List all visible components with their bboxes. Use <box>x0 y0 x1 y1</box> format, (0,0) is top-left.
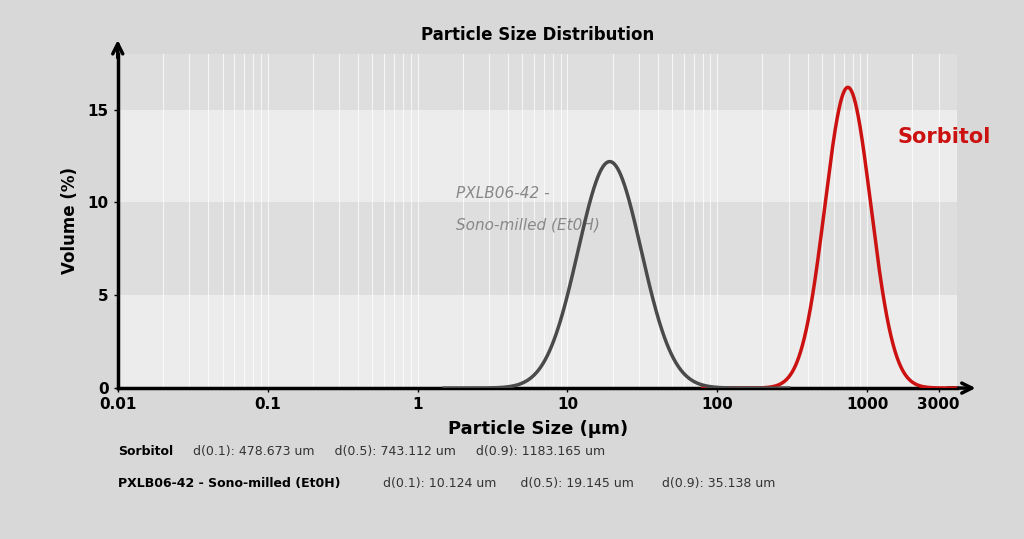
Text: d(0.1): 10.124 um      d(0.5): 19.145 um       d(0.9): 35.138 um: d(0.1): 10.124 um d(0.5): 19.145 um d(0.… <box>379 477 775 490</box>
Text: d(0.1): 478.673 um     d(0.5): 743.112 um     d(0.9): 1183.165 um: d(0.1): 478.673 um d(0.5): 743.112 um d(… <box>181 445 605 458</box>
Bar <box>118 203 957 295</box>
X-axis label: Particle Size (μm): Particle Size (μm) <box>447 420 628 438</box>
Bar <box>118 295 957 388</box>
Text: Sorbitol: Sorbitol <box>898 127 991 148</box>
Text: PXLB06-42 -: PXLB06-42 - <box>456 185 550 201</box>
Text: Sono-milled (Et0H): Sono-milled (Et0H) <box>456 217 600 232</box>
Y-axis label: Volume (%): Volume (%) <box>61 168 79 274</box>
Title: Particle Size Distribution: Particle Size Distribution <box>421 26 654 44</box>
Bar <box>118 109 957 203</box>
Text: Sorbitol: Sorbitol <box>118 445 173 458</box>
Text: PXLB06-42 - Sono-milled (Et0H): PXLB06-42 - Sono-milled (Et0H) <box>118 477 340 490</box>
Bar <box>118 54 957 109</box>
